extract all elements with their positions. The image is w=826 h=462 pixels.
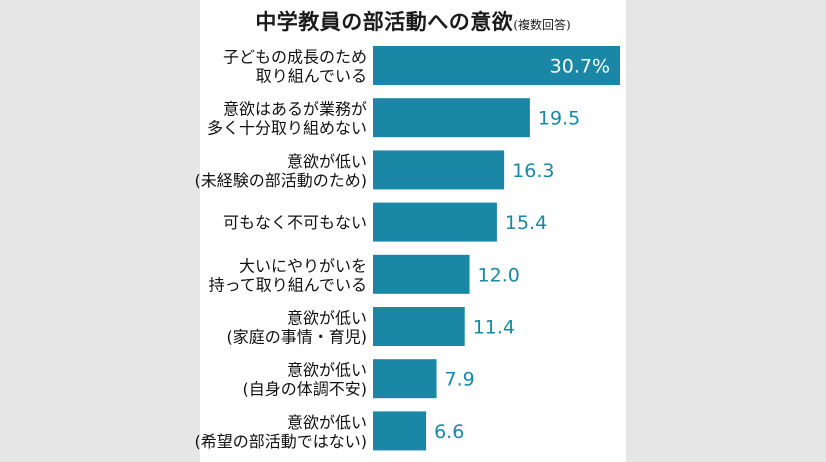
value-label-7: 7.9 — [445, 369, 475, 391]
bar-5 — [373, 254, 470, 294]
bar-4 — [373, 202, 497, 242]
category-label-6-line-2: (家庭の事情・育児) — [227, 328, 368, 347]
chart-header: 中学教員の部活動への意欲(複数回答) — [200, 6, 626, 36]
category-label-3-line-1: 意欲が低い — [287, 152, 367, 171]
bar-7 — [373, 359, 437, 399]
category-label-8-line-2: (希望の部活動ではない) — [195, 432, 368, 451]
category-label-7-line-1: 意欲が低い — [287, 361, 367, 380]
category-label-8-line-1: 意欲が低い — [287, 413, 367, 432]
bar-6 — [373, 307, 465, 346]
bar-2 — [373, 98, 530, 138]
category-label-3-line-2: (未経験の部活動のため) — [195, 171, 368, 190]
value-label-5: 12.0 — [478, 264, 520, 286]
bar-3 — [373, 150, 505, 190]
value-label-4: 15.4 — [505, 212, 547, 234]
category-label-2-line-1: 意欲はあるが業務が — [223, 100, 367, 119]
value-label-6: 11.4 — [473, 317, 515, 339]
bar-8 — [373, 411, 427, 451]
category-label-1-line-2: 取り組んでいる — [256, 67, 367, 86]
value-label-3: 16.3 — [512, 160, 554, 182]
bar-1 — [373, 46, 620, 85]
value-label-8: 6.6 — [434, 421, 464, 443]
chart-subtitle: (複数回答) — [513, 18, 571, 32]
category-label-4-line-1: 可もなく不可もない — [223, 213, 367, 232]
category-label-1-line-1: 子どもの成長のため — [223, 48, 367, 67]
category-label-2-line-2: 多く十分取り組めない — [207, 119, 367, 138]
category-label-6-line-1: 意欲が低い — [287, 309, 367, 328]
value-label-2: 19.5 — [538, 108, 580, 130]
category-label-5-line-2: 持って取り組んでいる — [209, 275, 367, 294]
category-label-7-line-2: (自身の体調不安) — [243, 380, 368, 399]
category-label-5-line-1: 大いにやりがいを — [239, 256, 367, 275]
value-label-1: 30.7% — [550, 56, 610, 78]
chart-title: 中学教員の部活動への意欲 — [255, 10, 514, 34]
